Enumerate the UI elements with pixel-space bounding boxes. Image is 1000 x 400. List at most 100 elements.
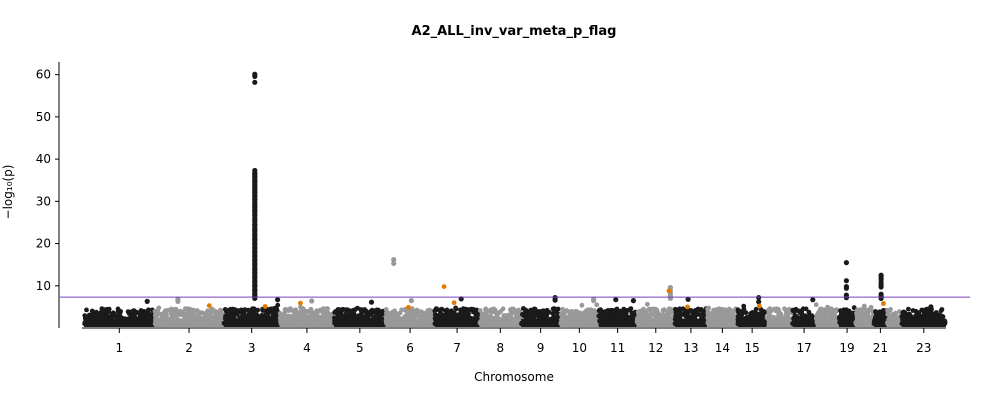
snp-point bbox=[182, 320, 187, 326]
highlighted-point bbox=[298, 300, 303, 306]
snp-point bbox=[722, 307, 728, 313]
snp-point bbox=[663, 320, 669, 326]
snp-point bbox=[204, 312, 210, 318]
snp-point bbox=[412, 321, 418, 327]
snp-point bbox=[816, 310, 821, 315]
snp-point bbox=[655, 311, 661, 316]
snp-point bbox=[743, 310, 749, 315]
snp-point bbox=[222, 315, 228, 321]
snp-point bbox=[183, 306, 188, 312]
snp-point bbox=[692, 312, 698, 318]
x-tick-label: 10 bbox=[572, 341, 587, 355]
snp-point bbox=[577, 317, 583, 322]
chromosome-8-points bbox=[477, 306, 523, 327]
peak-chr-3 bbox=[252, 71, 258, 301]
snp-point bbox=[320, 306, 326, 312]
chromosome-11-points bbox=[596, 306, 639, 327]
snp-point bbox=[368, 321, 373, 327]
x-tick-label: 11 bbox=[610, 341, 625, 355]
peak-point bbox=[275, 297, 281, 303]
snp-point bbox=[285, 320, 290, 326]
chromosome-4-points bbox=[277, 304, 336, 327]
snp-point bbox=[435, 314, 441, 320]
snp-point bbox=[766, 311, 772, 316]
peak-chr-5 bbox=[368, 299, 375, 305]
snp-point bbox=[402, 320, 407, 326]
snp-point bbox=[484, 311, 489, 317]
peak-point bbox=[843, 260, 850, 266]
x-axis: 1 2 3 4 5 6 7 8 9 10 11 12 13 14 15 17 19 21 23 bbox=[82, 327, 946, 355]
snp-point bbox=[736, 319, 742, 325]
x-tick-label: 21 bbox=[873, 341, 888, 355]
snp-point bbox=[581, 312, 587, 318]
snp-point bbox=[293, 311, 299, 317]
highlighted-point bbox=[262, 304, 268, 309]
snp-point bbox=[148, 315, 154, 321]
snp-point bbox=[855, 314, 861, 320]
peak-point bbox=[309, 298, 315, 304]
snp-point bbox=[723, 317, 729, 322]
snp-point bbox=[392, 321, 398, 326]
snp-point bbox=[332, 320, 338, 326]
snp-point bbox=[463, 309, 468, 315]
snp-point bbox=[531, 306, 537, 312]
peak-chr-15 bbox=[756, 295, 762, 305]
snp-point bbox=[867, 306, 873, 312]
peak-point bbox=[878, 284, 884, 290]
snp-point bbox=[365, 310, 370, 316]
snp-point bbox=[658, 319, 664, 325]
snp-point bbox=[466, 319, 471, 325]
snp-point bbox=[191, 308, 197, 313]
chromosome-1-points bbox=[82, 306, 157, 327]
snp-point bbox=[468, 307, 474, 312]
snp-point bbox=[472, 317, 478, 322]
peak-chr-19 bbox=[843, 260, 850, 301]
peak-point bbox=[552, 297, 558, 303]
snp-point bbox=[786, 319, 791, 324]
chromosome-16-points bbox=[764, 306, 795, 327]
snp-point bbox=[212, 308, 218, 314]
peak-point bbox=[368, 299, 375, 305]
snp-point bbox=[937, 312, 943, 318]
snp-point bbox=[456, 317, 462, 323]
snp-point bbox=[651, 319, 657, 325]
snp-point bbox=[842, 320, 847, 325]
snp-point bbox=[332, 315, 337, 321]
snp-point bbox=[86, 315, 91, 321]
snp-point bbox=[300, 306, 306, 312]
snp-point bbox=[743, 318, 749, 324]
snp-point bbox=[230, 319, 236, 325]
snp-point bbox=[452, 321, 458, 327]
snp-point bbox=[103, 308, 108, 314]
snp-point bbox=[210, 314, 216, 320]
snp-point bbox=[425, 308, 431, 314]
snp-point bbox=[537, 309, 543, 314]
snp-point bbox=[643, 313, 649, 318]
highlighted-point bbox=[881, 301, 886, 306]
snp-point bbox=[211, 321, 217, 327]
snp-point bbox=[710, 312, 716, 317]
x-tick-label: 15 bbox=[744, 341, 759, 355]
snp-point bbox=[418, 309, 424, 315]
snp-point bbox=[608, 316, 613, 321]
snp-point bbox=[887, 316, 893, 321]
snp-point bbox=[92, 317, 97, 322]
snp-point bbox=[592, 308, 597, 313]
y-tick-label: 10 bbox=[36, 279, 51, 293]
snp-point bbox=[792, 309, 797, 315]
snp-point bbox=[611, 311, 617, 317]
snp-point bbox=[692, 320, 697, 326]
snp-point bbox=[483, 306, 489, 312]
snp-point bbox=[498, 308, 504, 314]
snp-point bbox=[820, 313, 826, 319]
snp-point bbox=[645, 301, 650, 307]
snp-point bbox=[345, 316, 350, 322]
snp-point bbox=[175, 321, 181, 326]
snp-point bbox=[673, 306, 678, 312]
snp-point bbox=[767, 306, 773, 311]
peak-point bbox=[843, 285, 850, 291]
snp-point bbox=[752, 321, 757, 327]
snp-point bbox=[494, 321, 500, 327]
snp-point bbox=[700, 318, 706, 323]
snp-point bbox=[749, 315, 754, 321]
